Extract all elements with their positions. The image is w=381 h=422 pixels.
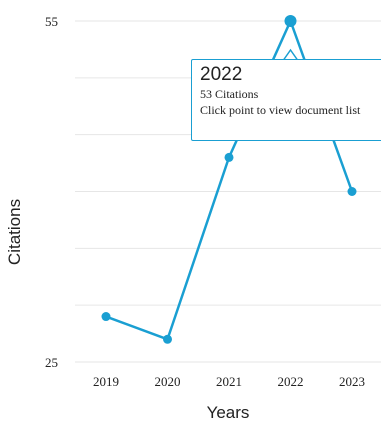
y-axis-title: Citations [5,199,24,265]
y-tick-label: 25 [45,355,58,370]
x-tick-label: 2021 [216,374,242,389]
data-point-2020[interactable] [163,334,172,344]
data-point-tooltip[interactable]: 2022 53 Citations Click point to view do… [191,59,381,141]
x-tick-label: 2020 [155,374,181,389]
tooltip-year: 2022 [200,64,243,85]
tooltip-citations: 53 Citations [200,87,259,101]
y-tick-label: 55 [45,14,58,29]
data-point-2019[interactable] [101,312,111,322]
x-tick-label: 2019 [93,374,119,389]
x-tick-label: 2023 [339,374,365,389]
x-axis-title: Years [207,403,250,422]
y-tick-labels: 55 25 [45,14,58,370]
x-tick-label: 2022 [278,374,304,389]
data-point-2023[interactable] [347,187,357,196]
data-point-2021[interactable] [224,152,234,162]
x-tick-labels: 2019 2020 2021 2022 2023 [93,374,365,389]
data-point-2022[interactable] [284,15,297,27]
tooltip-hint: Click point to view document list [200,103,361,117]
